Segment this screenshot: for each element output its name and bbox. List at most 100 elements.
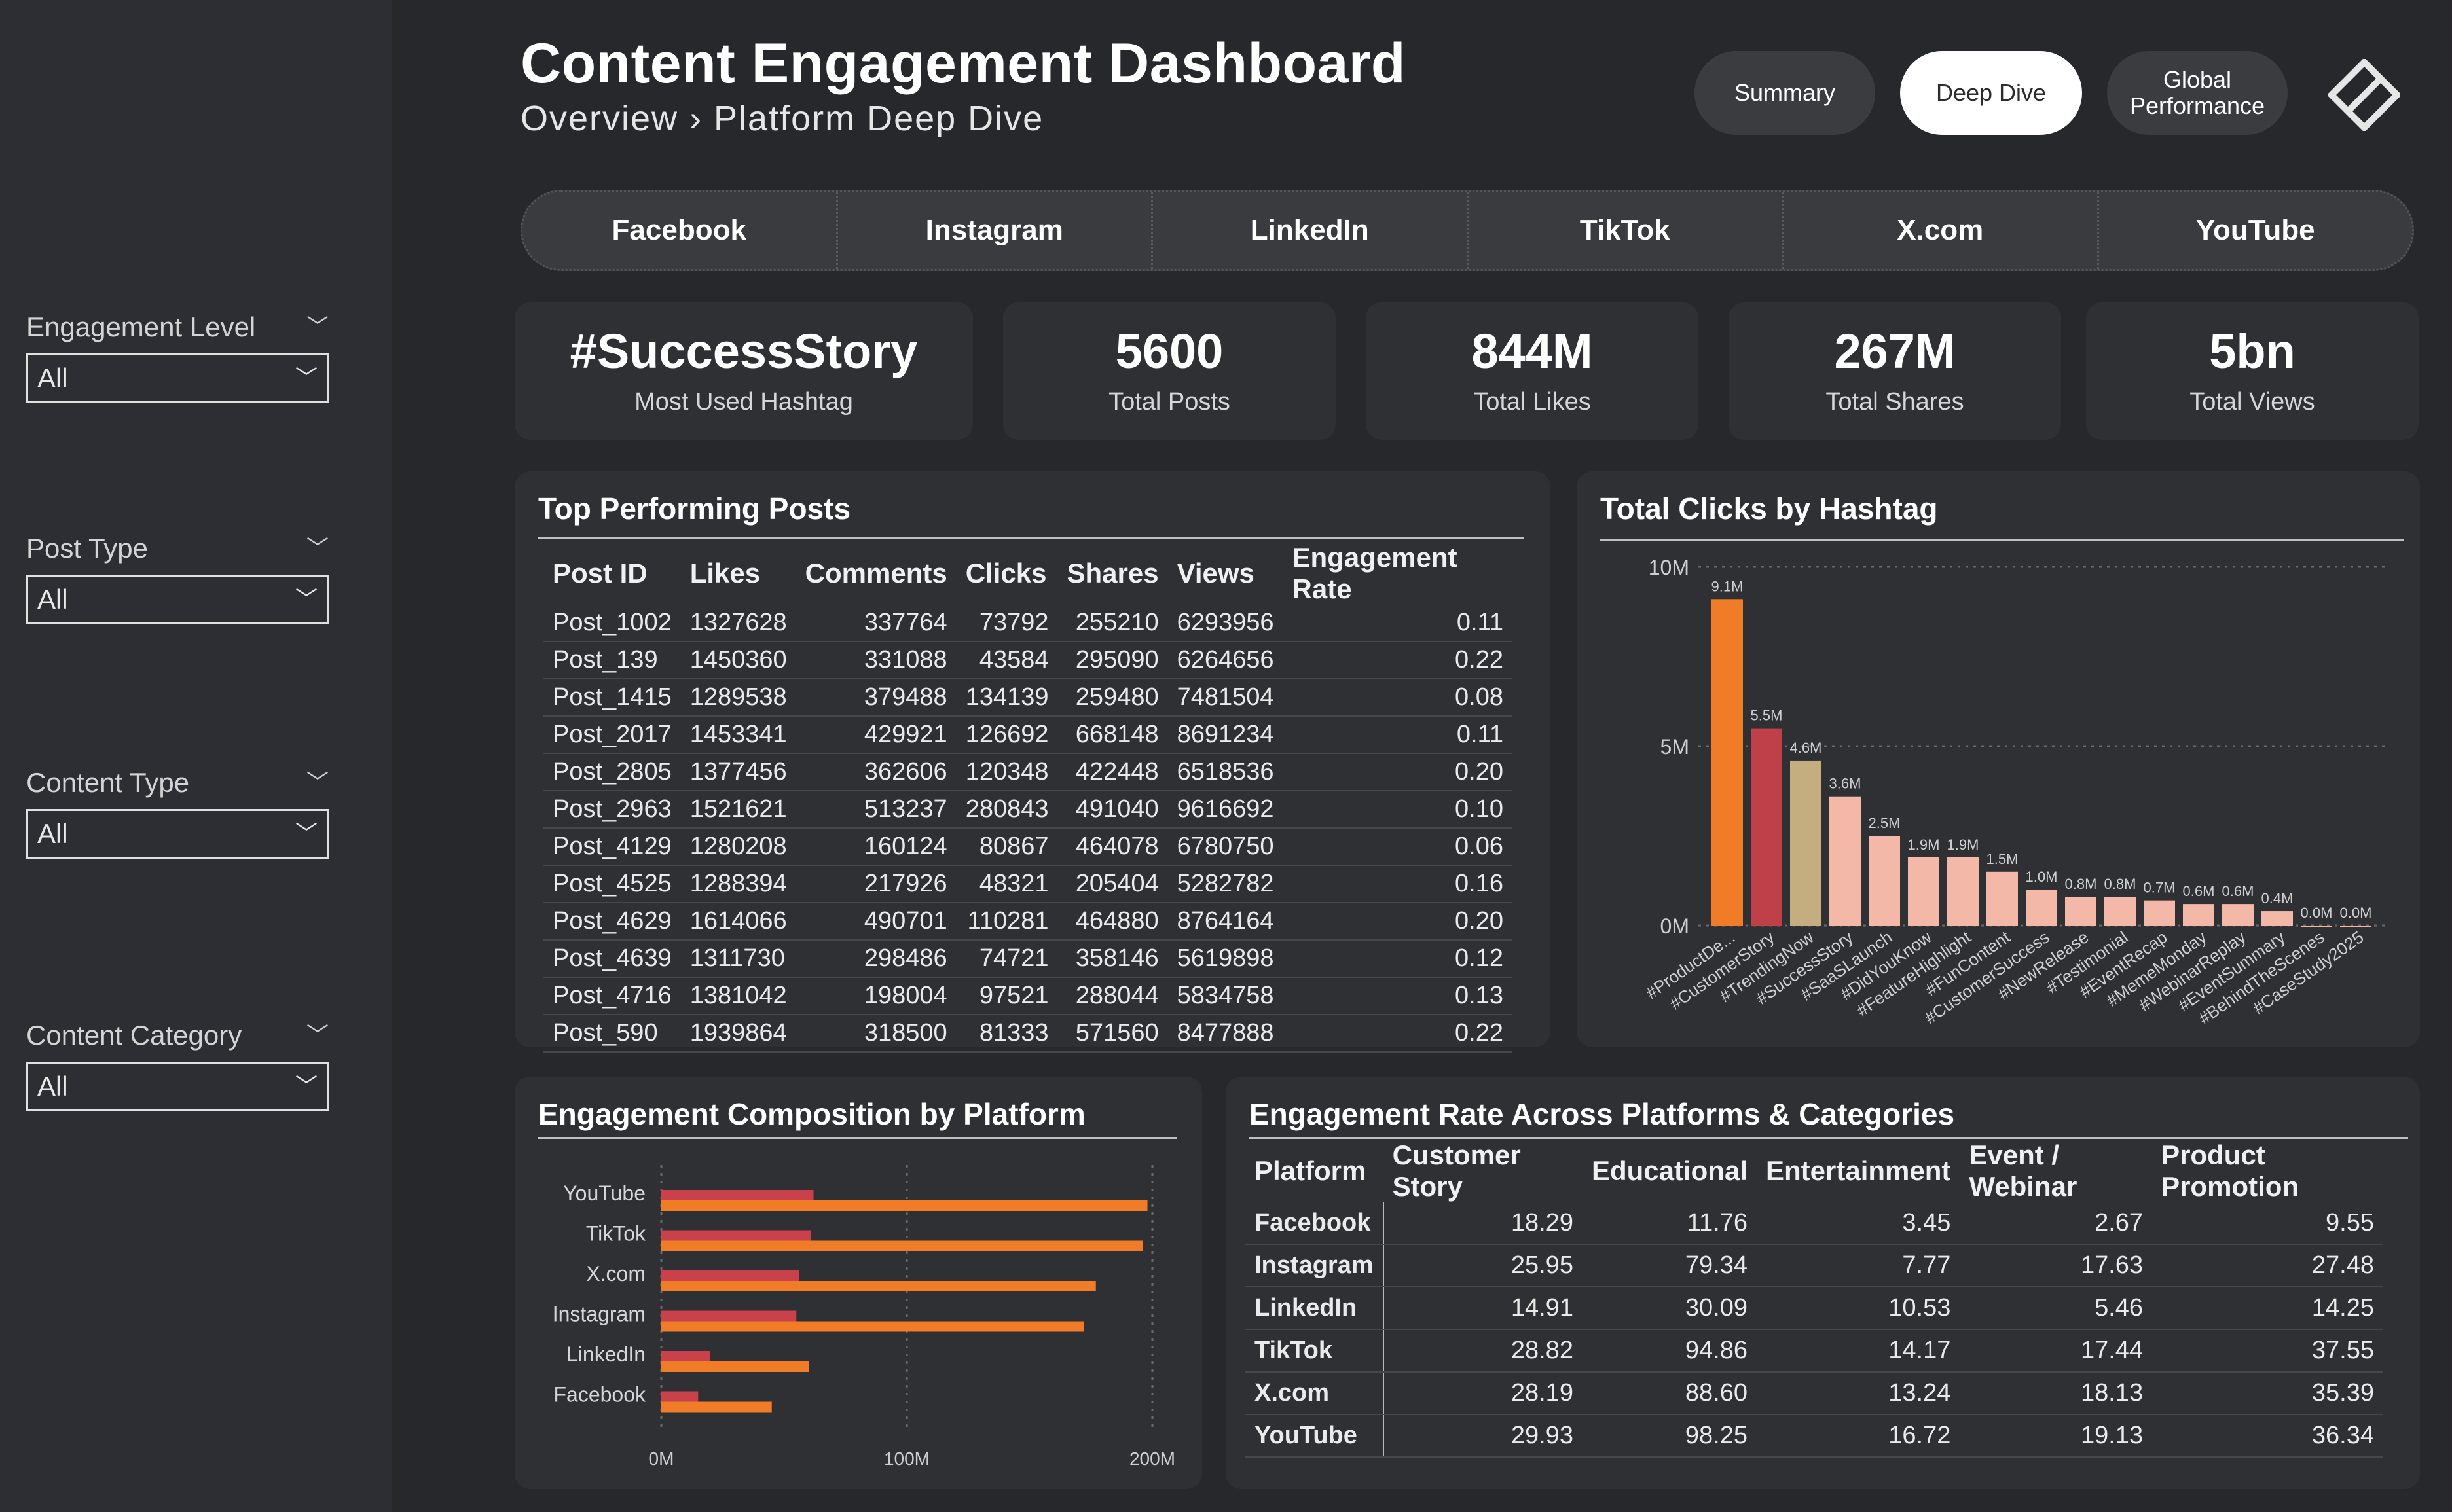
table-cell: 120348 [956,753,1058,791]
table-cell: 18.29 [1383,1202,1583,1245]
column-header[interactable]: Product Promotion [2161,1140,2299,1202]
y-tick-label: Instagram [553,1303,646,1326]
table-cell: 14.17 [1757,1329,1960,1373]
table-cell: 98.25 [1582,1414,1757,1458]
table-cell: 6264656 [1167,641,1283,679]
divider [538,537,1524,539]
chevron-down-icon[interactable]: ﹀ [306,536,329,561]
table-cell: 1939864 [680,1015,796,1053]
page-title: Content Engagement Dashboard [521,32,1406,95]
table-cell: 10.53 [1757,1287,1960,1330]
column-header[interactable]: Educational [1591,1155,1748,1186]
table-cell: 1327628 [680,605,796,642]
tab-tiktok[interactable]: TikTok [1466,192,1782,269]
column-header[interactable]: Clicks [965,558,1047,588]
column-header[interactable]: Platform [1254,1155,1366,1186]
table-cell: 11.76 [1582,1202,1757,1245]
column-header[interactable]: Shares [1067,558,1159,588]
table-cell: 0.22 [1283,641,1512,679]
table-cell: 97521 [956,977,1058,1015]
bar [2104,897,2136,926]
table-cell: 19.13 [1960,1414,2153,1458]
table-cell: 198004 [796,977,957,1015]
data-label: 0.0M [2340,905,2372,921]
filter-label[interactable]: Engagement Level ﹀ [26,308,329,347]
tab-facebook[interactable]: Facebook [612,214,746,246]
y-tick-label: X.com [586,1262,646,1286]
column-header[interactable]: Engagement Rate [1292,542,1457,604]
diamond-logo-icon[interactable] [2328,59,2400,131]
filter-label[interactable]: Post Type ﹀ [26,529,329,568]
data-label: 0.4M [2261,890,2294,907]
chevron-down-icon[interactable]: ﹀ [306,770,329,795]
deep-dive-button[interactable]: Deep Dive [1900,51,2082,135]
data-label: 0.6M [2183,883,2215,899]
column-header[interactable]: Event / Webinar [1969,1140,2077,1202]
table-cell: 429921 [796,716,957,754]
table-cell: 513237 [796,791,957,829]
global-performance-button[interactable]: Global Performance [2107,51,2288,135]
table-cell: Post_4129 [543,828,681,866]
table-cell: 1453341 [680,716,796,754]
table-cell: 491040 [1057,791,1168,829]
table-cell: 298486 [796,940,957,978]
bar [2144,900,2175,926]
table-cell: 5834758 [1167,977,1283,1015]
data-label: 5.5M [1751,708,1783,724]
bar [1986,871,2018,926]
table-cell: 358146 [1057,940,1168,978]
table-cell: 6518536 [1167,753,1283,791]
table-cell: 1289538 [680,679,796,717]
table-cell: 7481504 [1167,679,1283,717]
bar [1711,599,1743,926]
content-category-dropdown[interactable]: All ﹀ [26,1062,329,1111]
bar [2222,904,2254,926]
tab-linkedin[interactable]: LinkedIn [1151,192,1467,269]
bar [2026,890,2057,926]
table-cell: 1521621 [680,791,796,829]
table-cell: 9.55 [2152,1202,2383,1245]
table-cell: Post_4716 [543,977,681,1015]
engagement-level-dropdown[interactable]: All ﹀ [26,353,329,403]
clicks-by-hashtag-card: Total Clicks by Hashtag 0M 5M 10M 9.1M #Prod… [1577,471,2420,1047]
table-cell: 0.08 [1283,679,1512,717]
chevron-down-icon[interactable]: ﹀ [306,1023,329,1048]
chevron-down-icon[interactable]: ﹀ [306,315,329,340]
column-header[interactable]: Customer Story [1392,1140,1521,1202]
table-cell: 126692 [956,716,1058,754]
bar [661,1401,772,1413]
filter-label[interactable]: Content Type ﹀ [26,763,329,802]
post-type-dropdown[interactable]: All ﹀ [26,575,329,624]
column-header[interactable]: Likes [689,558,761,588]
table-cell: 16.72 [1757,1414,1960,1458]
table-cell: 27.48 [2152,1244,2383,1287]
bar [2261,911,2293,926]
table-cell: 571560 [1057,1015,1168,1053]
table-row: Post_139 1450360 331088 43584 295090 6264656 0… [543,641,1512,679]
content-type-dropdown[interactable]: All ﹀ [26,809,329,859]
table-cell: 288044 [1057,977,1168,1015]
table-header-row: Platform Customer Story Educational Enterta… [1245,1140,2383,1202]
summary-button[interactable]: Summary [1694,51,1875,135]
tab-xcom[interactable]: X.com [1782,192,2097,269]
filter-engagement-level: Engagement Level ﹀ All ﹀ [26,308,329,403]
table-cell: 74721 [956,940,1058,978]
table-cell: 217926 [796,865,957,903]
column-header[interactable]: Entertainment [1766,1155,1951,1186]
column-header[interactable]: Views [1177,558,1254,588]
table-cell: 255210 [1057,605,1168,642]
table-cell: 280843 [956,791,1058,829]
data-label: 1.0M [2026,869,2058,885]
table-cell: 48321 [956,865,1058,903]
top-posts-table: Post ID Likes Comments Clicks Shares Views Eng… [543,542,1512,1053]
table-cell: 29.93 [1383,1414,1583,1458]
column-header[interactable]: Comments [805,558,947,588]
table-cell: 36.34 [2152,1414,2383,1458]
table-cell: 2.67 [1960,1202,2153,1245]
tab-youtube[interactable]: YouTube [2096,192,2413,269]
data-label: 1.5M [1986,851,2019,867]
y-tick-label: 0M [1660,914,1689,938]
tab-instagram[interactable]: Instagram [835,192,1152,269]
filter-label[interactable]: Content Category ﹀ [26,1016,329,1055]
column-header[interactable]: Post ID [553,558,648,588]
